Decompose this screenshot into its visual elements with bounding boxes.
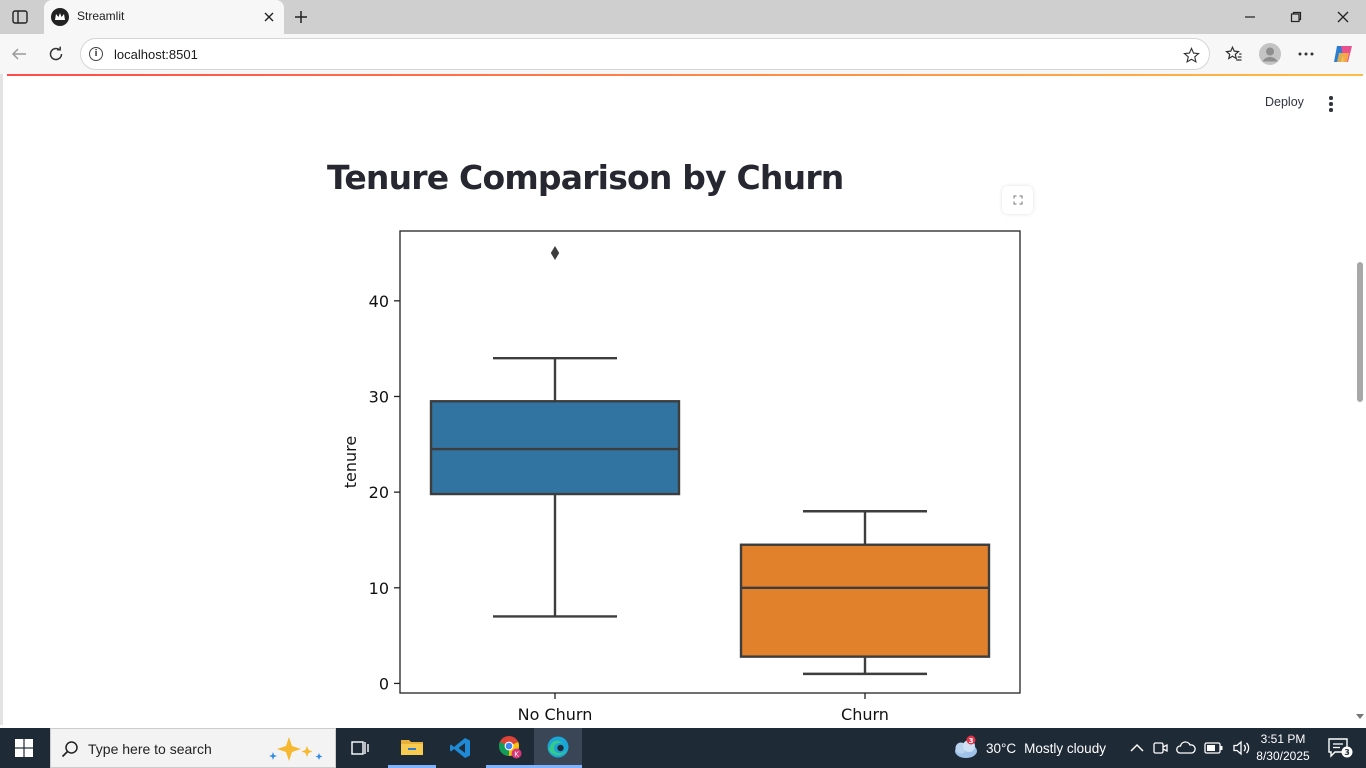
page-scrollbar[interactable] (1355, 74, 1365, 725)
restore-icon[interactable] (1284, 6, 1308, 28)
scrollbar-thumb[interactable] (1357, 262, 1363, 402)
page-title: Tenure Comparison by Churn (327, 158, 844, 197)
task-view-icon[interactable] (336, 728, 384, 768)
browser-toolbar: i localhost:8501 (0, 34, 1366, 74)
search-highlights-icon (269, 737, 323, 761)
fullscreen-button[interactable] (1002, 186, 1033, 214)
y-tick-label: 20 (369, 483, 389, 502)
site-info-icon[interactable]: i (89, 47, 103, 61)
more-options-icon[interactable] (1294, 43, 1318, 65)
y-tick-label: 30 (369, 387, 389, 406)
battery-icon[interactable] (1204, 741, 1224, 755)
plot-frame (399, 230, 1021, 694)
notification-count: 3 (1344, 748, 1350, 757)
taskbar-search-box[interactable]: Type here to search (50, 728, 336, 768)
y-tick-label: 0 (379, 674, 389, 693)
y-tick-label: 10 (369, 579, 389, 598)
svg-text:K: K (514, 750, 519, 758)
show-hidden-icons-icon[interactable] (1130, 743, 1144, 753)
weather-widget[interactable]: 3 30°C Mostly cloudy (950, 728, 1106, 768)
weather-badge: 3 (969, 737, 974, 745)
address-bar[interactable]: i localhost:8501 (80, 38, 1210, 70)
favorite-star-icon[interactable] (1181, 45, 1201, 65)
back-icon[interactable] (7, 43, 31, 65)
windows-taskbar: Type here to search K 3 30°C Mostly clou… (0, 728, 1366, 768)
windows-logo-icon (15, 739, 33, 757)
x-tick-label: Churn (841, 705, 889, 724)
start-button[interactable] (0, 728, 48, 768)
cloudy-weather-icon: 3 (955, 735, 977, 758)
y-tick-label: 40 (369, 292, 389, 311)
onedrive-cloud-icon[interactable] (1176, 740, 1196, 756)
x-tick-label: No Churn (518, 705, 593, 724)
new-tab-icon[interactable] (290, 6, 312, 28)
refresh-icon[interactable] (44, 43, 68, 65)
streamlit-app: Deploy Tenure Comparison by Churn 0 10 20 3… (0, 74, 1366, 725)
vscode-icon[interactable] (436, 728, 484, 768)
close-window-icon[interactable] (1331, 6, 1355, 28)
deploy-button[interactable]: Deploy (1265, 95, 1304, 109)
main-menu-icon[interactable] (1323, 94, 1339, 114)
tab-title: Streamlit (77, 9, 125, 23)
tab-close-icon[interactable] (260, 8, 278, 26)
meet-now-icon[interactable] (1152, 740, 1168, 756)
system-clock[interactable]: 3:51 PM 8/30/2025 (1252, 731, 1314, 765)
system-tray (1130, 728, 1250, 768)
notifications-button[interactable]: 3 (1318, 728, 1362, 768)
box-iqr (739, 543, 991, 658)
clock-time: 3:51 PM (1260, 732, 1306, 746)
search-placeholder: Type here to search (88, 741, 212, 757)
search-icon (61, 741, 78, 758)
outlier-point (550, 246, 560, 260)
profile-avatar-icon[interactable] (1257, 41, 1283, 67)
box-iqr (429, 400, 681, 496)
browser-tab-bar: Streamlit (0, 0, 1366, 34)
copilot-icon[interactable] (1331, 42, 1355, 66)
scroll-down-icon[interactable] (1354, 711, 1366, 721)
file-explorer-icon[interactable] (388, 728, 436, 768)
weather-temp: 30°C (986, 740, 1017, 756)
url-text[interactable]: localhost:8501 (114, 47, 198, 62)
box-group-churn (739, 510, 991, 676)
minimize-icon[interactable] (1238, 6, 1262, 28)
favorites-icon[interactable] (1222, 43, 1246, 65)
chrome-icon[interactable]: K (486, 728, 534, 768)
box-group-no-churn (429, 246, 681, 618)
boxplot-chart: 0 10 20 30 40 No Churn Churn tenure (341, 230, 1021, 724)
notification-icon: 3 (1328, 738, 1353, 758)
decoration-bar (7, 74, 1363, 76)
edge-icon[interactable] (534, 728, 582, 768)
volume-icon[interactable] (1232, 740, 1250, 756)
browser-tab[interactable]: Streamlit (44, 0, 284, 34)
weather-desc: Mostly cloudy (1024, 740, 1106, 756)
clock-date: 8/30/2025 (1256, 749, 1310, 763)
tab-actions-icon[interactable] (9, 7, 31, 27)
streamlit-favicon-icon (51, 8, 69, 26)
fullscreen-icon (1013, 195, 1022, 205)
y-axis-label: tenure (341, 436, 360, 488)
